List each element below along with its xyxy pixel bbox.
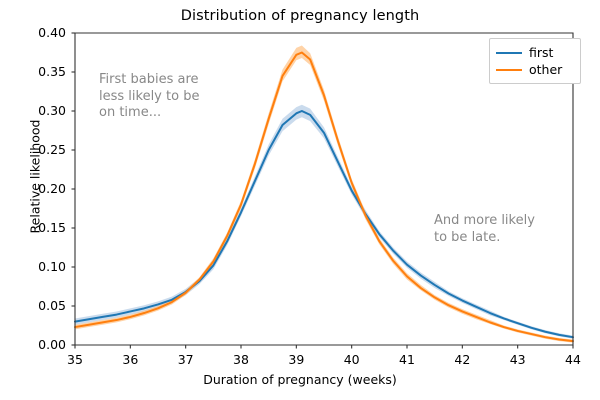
legend-label-first: first: [529, 45, 554, 60]
series-line-first: [74, 110, 574, 339]
x-tick-label: 42: [454, 352, 471, 367]
legend-swatch-other: [496, 68, 522, 71]
x-tick-label: 35: [67, 352, 83, 367]
y-tick-label: 0.30: [38, 103, 66, 118]
series-lines-layer: [74, 51, 574, 343]
x-tick-label: 38: [233, 352, 249, 367]
y-tick-label: 0.20: [38, 181, 66, 196]
series-line-other: [74, 51, 574, 343]
legend-item-first[interactable]: first: [496, 44, 574, 61]
legend-label-other: other: [529, 62, 563, 77]
y-tick-label: 0.35: [38, 64, 66, 79]
x-axis-label: Duration of pregnancy (weeks): [203, 372, 397, 387]
x-tick-label: 36: [122, 352, 139, 367]
legend-item-other[interactable]: other: [496, 61, 574, 78]
x-tick-label: 43: [509, 352, 526, 367]
x-tick-label: 44: [565, 352, 581, 367]
legend-swatch-first: [496, 51, 522, 54]
y-tick-label: 0.40: [38, 25, 66, 40]
legend: first other: [489, 38, 581, 84]
y-tick-label: 0.15: [38, 220, 66, 235]
y-tick-label: 0.05: [38, 298, 66, 313]
chart-title: Distribution of pregnancy length: [180, 8, 420, 24]
y-tick-label: 0.25: [38, 142, 66, 157]
annotation-more-likely-late: And more likely to be late.: [434, 213, 535, 245]
axes-layer: [71, 32, 574, 349]
y-tick-label: 0.00: [38, 337, 66, 352]
y-tick-label: 0.10: [38, 259, 66, 274]
x-tick-label: 40: [343, 352, 360, 367]
x-tick-label: 39: [288, 352, 305, 367]
x-tick-label: 41: [399, 352, 415, 367]
x-tick-label: 37: [177, 352, 194, 367]
annotation-first-babies: First babies are less likely to be on ti…: [99, 72, 200, 121]
